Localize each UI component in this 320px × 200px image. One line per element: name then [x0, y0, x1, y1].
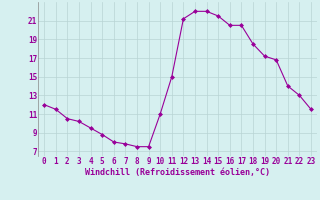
X-axis label: Windchill (Refroidissement éolien,°C): Windchill (Refroidissement éolien,°C): [85, 168, 270, 177]
